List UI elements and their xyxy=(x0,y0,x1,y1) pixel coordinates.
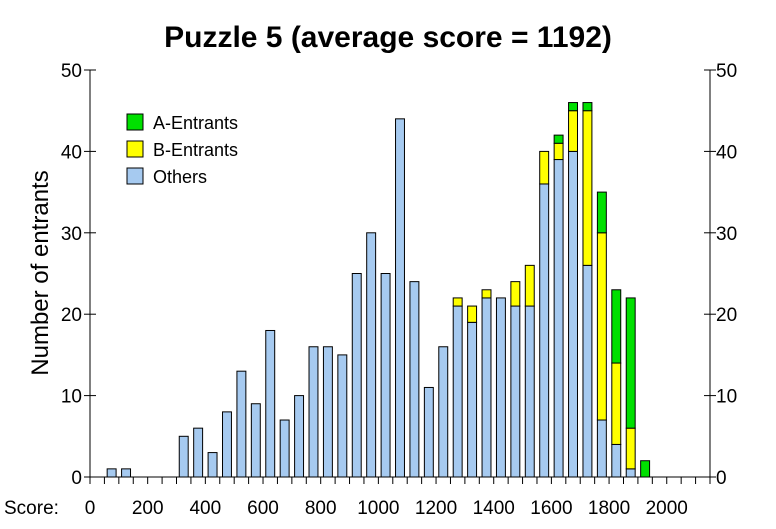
bar-others-125 xyxy=(121,468,132,478)
x-tick-label-1800: 1800 xyxy=(588,498,630,519)
y-tick-label-right-10: 10 xyxy=(716,387,737,408)
bar-others-1825 xyxy=(611,443,622,478)
bar-others-1025 xyxy=(380,273,391,478)
legend-swatch-others xyxy=(126,167,144,185)
bar-others-825 xyxy=(322,346,333,478)
bar-a-entrants-1675 xyxy=(568,102,578,112)
bar-a-entrants-1725 xyxy=(582,102,593,112)
bar-others-625 xyxy=(265,329,276,478)
bar-b-entrants-1625 xyxy=(553,142,564,161)
y-tick-label-right-30: 30 xyxy=(716,224,737,245)
y-tick-label-left-40: 40 xyxy=(61,142,82,163)
legend-label-b-entrants: B-Entrants xyxy=(153,140,238,160)
bar-others-975 xyxy=(366,232,377,478)
legend-swatch-a-entrants xyxy=(126,113,144,131)
bar-a-entrants-1875 xyxy=(625,297,636,429)
bar-b-entrants-1375 xyxy=(481,289,492,299)
bar-others-925 xyxy=(351,273,362,478)
bar-b-entrants-1575 xyxy=(539,150,550,185)
y-tick-label-left-0: 0 xyxy=(71,468,82,489)
x-tick-label-400: 400 xyxy=(189,498,221,519)
legend: A-Entrants B-Entrants Others xyxy=(126,113,238,187)
bar-others-75 xyxy=(106,468,117,478)
y-tick-label-right-40: 40 xyxy=(716,142,737,163)
y-tick-label-right-20: 20 xyxy=(716,305,737,326)
bar-others-325 xyxy=(178,435,189,478)
bar-b-entrants-1875 xyxy=(625,427,636,470)
legend-swatch-b-entrants xyxy=(126,140,144,158)
y-tick-label-left-30: 30 xyxy=(61,224,82,245)
x-tick-label-2000: 2000 xyxy=(646,498,688,519)
bar-a-entrants-1775 xyxy=(596,191,607,234)
bar-others-575 xyxy=(250,403,261,478)
bar-others-1125 xyxy=(409,281,420,478)
bar-a-entrants-1925 xyxy=(640,460,651,478)
x-axis-label: Score: xyxy=(4,498,59,519)
y-tick-label-left-50: 50 xyxy=(61,61,82,82)
bar-a-entrants-1825 xyxy=(611,289,622,364)
x-tick-label-1400: 1400 xyxy=(473,498,515,519)
x-tick-label-1600: 1600 xyxy=(530,498,572,519)
bar-others-1525 xyxy=(524,305,535,478)
legend-label-a-entrants: A-Entrants xyxy=(153,113,238,133)
bars xyxy=(106,102,651,478)
bar-a-entrants-1625 xyxy=(553,134,564,144)
y-tick-label-right-0: 0 xyxy=(716,468,727,489)
bar-b-entrants-1775 xyxy=(596,232,607,421)
bar-b-entrants-1825 xyxy=(611,362,622,445)
bar-others-1575 xyxy=(539,183,550,478)
bar-others-1475 xyxy=(510,305,521,478)
bar-others-775 xyxy=(308,346,319,478)
bar-others-1725 xyxy=(582,264,593,478)
bar-b-entrants-1675 xyxy=(568,110,578,152)
x-tick-label-800: 800 xyxy=(305,498,337,519)
bar-others-1275 xyxy=(452,305,463,478)
bar-b-entrants-1325 xyxy=(467,305,478,323)
y-tick-label-left-10: 10 xyxy=(61,387,82,408)
x-tick-label-600: 600 xyxy=(247,498,279,519)
bar-b-entrants-1275 xyxy=(452,297,463,307)
legend-label-others: Others xyxy=(153,167,207,187)
chart-title: Puzzle 5 (average score = 1192) xyxy=(164,21,612,54)
bar-others-1775 xyxy=(596,419,607,478)
bar-others-1875 xyxy=(625,468,636,478)
bar-others-1325 xyxy=(467,321,478,478)
bar-others-375 xyxy=(193,427,204,478)
x-tick-label-0: 0 xyxy=(85,498,96,519)
bar-others-1425 xyxy=(495,297,506,478)
y-tick-label-right-50: 50 xyxy=(716,61,737,82)
bar-others-525 xyxy=(236,370,247,478)
bar-others-1075 xyxy=(395,118,405,478)
bar-b-entrants-1525 xyxy=(524,264,535,307)
bar-b-entrants-1725 xyxy=(582,110,593,266)
bar-b-entrants-1475 xyxy=(510,281,521,307)
bar-others-425 xyxy=(207,452,218,478)
y-tick-label-left-20: 20 xyxy=(61,305,82,326)
x-tick-label-200: 200 xyxy=(132,498,164,519)
bar-others-1175 xyxy=(423,386,434,478)
bar-others-1625 xyxy=(553,159,564,478)
bar-others-1675 xyxy=(568,150,578,478)
bar-others-475 xyxy=(222,411,232,478)
bar-others-675 xyxy=(279,419,290,478)
bar-others-875 xyxy=(337,354,348,478)
x-tick-label-1000: 1000 xyxy=(357,498,399,519)
y-axis-label: Number of entrants xyxy=(27,170,54,375)
bar-others-1375 xyxy=(481,297,492,478)
x-tick-label-1200: 1200 xyxy=(415,498,457,519)
bar-others-1225 xyxy=(438,346,449,478)
bar-others-725 xyxy=(294,395,305,478)
